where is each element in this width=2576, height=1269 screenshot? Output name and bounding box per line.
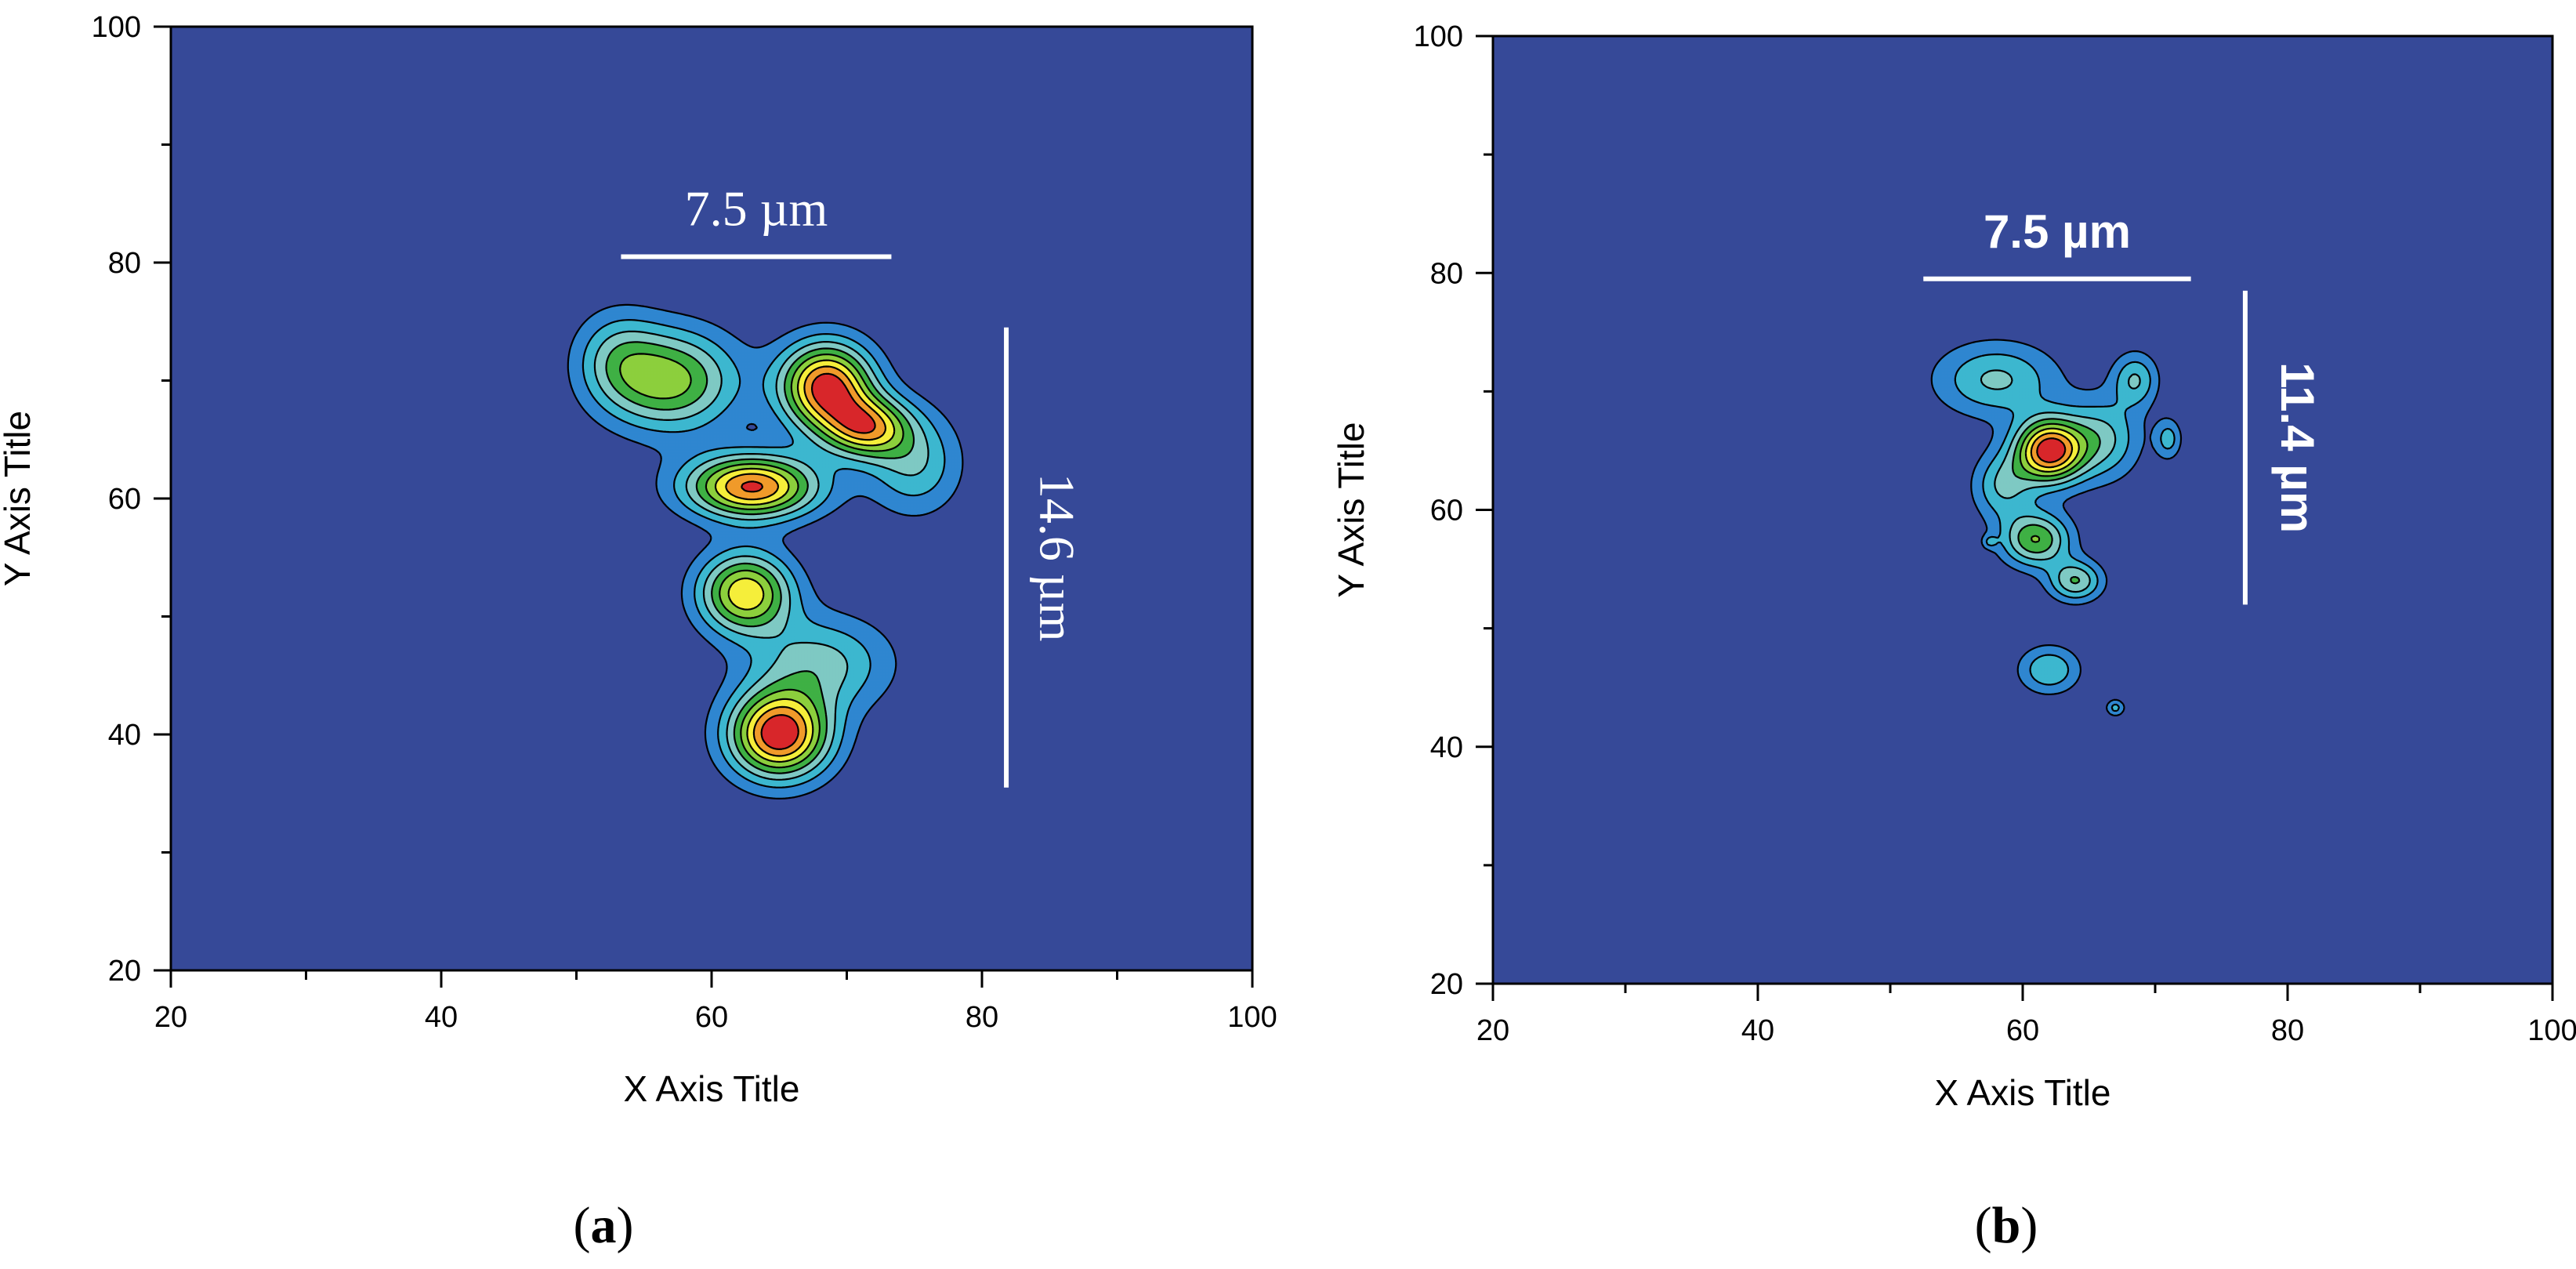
y-tick-label: 60 xyxy=(108,483,141,516)
y-axis-title: Y Axis Title xyxy=(1331,422,1371,597)
contour-line-6 xyxy=(714,359,896,763)
scalebar-vertical-label: 11.4 µm xyxy=(2271,362,2324,533)
y-tick-label: 60 xyxy=(1430,495,1463,528)
contour-line-5 xyxy=(619,353,904,769)
panel-b-chart: 20 40 60 80 100 20 40 60 80 100 X Axis Title Y Axis… xyxy=(1331,20,2576,1254)
contour-line-7 xyxy=(2030,432,2074,469)
y-axis-title: Y Axis Title xyxy=(0,411,38,586)
y-tick-label: 40 xyxy=(108,719,141,752)
contour-line-7 xyxy=(725,365,887,757)
contour-line-2 xyxy=(1954,353,2176,712)
y-tick-label: 20 xyxy=(1430,968,1463,1001)
panel-a-chart: 20 40 60 80 100 20 40 60 80 100 X Axis Title Y Axis… xyxy=(0,11,1277,1254)
y-tick-label: 80 xyxy=(108,247,141,280)
x-tick-label: 80 xyxy=(966,1001,998,1034)
scalebar-horizontal-label: 7.5 µm xyxy=(1984,205,2131,258)
contour-line-1 xyxy=(1930,339,2183,716)
x-tick-label: 100 xyxy=(2527,1014,2576,1047)
contour-line-1 xyxy=(567,303,964,799)
x-tick-label: 60 xyxy=(695,1001,728,1034)
contour-line-8 xyxy=(741,372,876,750)
y-tick-label: 100 xyxy=(1414,20,1463,53)
x-tick-label: 40 xyxy=(1741,1014,1774,1047)
x-tick-label: 60 xyxy=(2006,1014,2039,1047)
x-tick-label: 40 xyxy=(425,1001,458,1034)
contour-line-5 xyxy=(2019,422,2089,543)
contour-fill-layers xyxy=(567,303,964,799)
x-tick-label: 80 xyxy=(2271,1014,2304,1047)
x-tick-label: 100 xyxy=(1227,1001,1277,1034)
panel-label: (a) xyxy=(574,1197,634,1254)
contour-line-3 xyxy=(1980,369,2141,593)
panel-label: (b) xyxy=(1975,1197,2038,1254)
contour-line-6 xyxy=(2024,427,2080,473)
y-tick-label: 100 xyxy=(92,11,141,44)
scalebar-horizontal-label: 7.5 µm xyxy=(685,180,828,236)
contour-line-2 xyxy=(582,319,946,789)
contour-fill-layers xyxy=(1930,339,2183,716)
x-axis-title: X Axis Title xyxy=(1935,1072,2111,1113)
contour-line-8 xyxy=(2036,437,2067,463)
x-tick-label: 20 xyxy=(1476,1014,1509,1047)
y-tick-label: 80 xyxy=(1430,257,1463,290)
y-tick-label: 20 xyxy=(108,955,141,988)
contour-line-4 xyxy=(605,341,915,774)
x-axis-title: X Axis Title xyxy=(624,1068,800,1109)
scalebar-vertical-label: 14.6 µm xyxy=(1029,473,1085,642)
contour-line-4 xyxy=(2012,418,2101,585)
x-tick-label: 20 xyxy=(154,1001,187,1034)
contour-line-3 xyxy=(593,330,929,781)
y-tick-label: 40 xyxy=(1430,731,1463,764)
